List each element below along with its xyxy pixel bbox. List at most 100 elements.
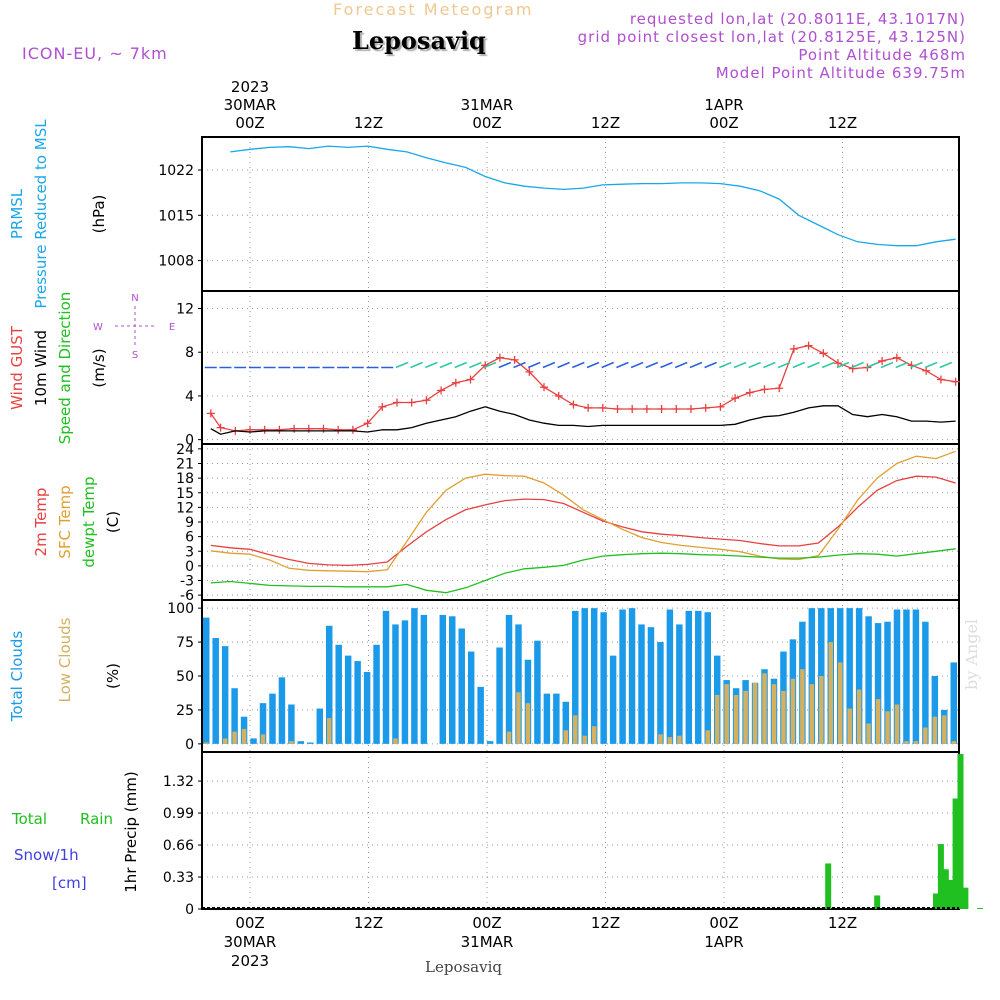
pressure-line xyxy=(230,145,956,247)
pressure-unit: (hPa) xyxy=(90,195,108,234)
rain-bar-20 xyxy=(952,798,959,909)
gust-line-marker-47 xyxy=(892,353,901,362)
wind-arrow-139 xyxy=(924,361,938,369)
x-bottom-tick-4: 00Z xyxy=(709,914,738,932)
y-tick-label-2-1: -3 xyxy=(180,574,194,590)
total-cloud-bar-18 xyxy=(373,644,380,744)
x-bottom-tick-3: 12Z xyxy=(591,914,620,932)
t2m-line xyxy=(210,475,956,567)
low-cloud-bar-9 xyxy=(289,741,294,744)
total-cloud-bar-14 xyxy=(335,644,342,744)
rain-bar-0 xyxy=(825,863,832,909)
total-cloud-bar-33 xyxy=(515,624,522,744)
requested-coords: requested lon,lat (20.8011E, 43.1017N) xyxy=(629,10,966,28)
low-cloud-bar-77 xyxy=(932,716,938,744)
total-cloud-bar-74 xyxy=(903,609,910,744)
pressure-label-2: Pressure Reduced to MSL xyxy=(32,119,50,309)
x-top-tick-3: 12Z xyxy=(591,114,620,132)
gust-line-marker-33 xyxy=(687,405,695,414)
wind-arrow-76 xyxy=(616,361,629,369)
low-cloud-bar-63 xyxy=(800,669,805,744)
y-tick-label-3-4: 100 xyxy=(167,601,194,617)
gust-line-marker-43 xyxy=(834,359,842,368)
compass-e: E xyxy=(169,322,175,333)
gust-line-marker-18 xyxy=(466,375,475,384)
total-cloud-bar-36 xyxy=(543,693,551,744)
total-cloud-bar-50 xyxy=(676,624,683,744)
gust-line-marker-11 xyxy=(363,419,372,428)
wind-line xyxy=(210,405,956,435)
gust-line-marker-28 xyxy=(613,405,622,414)
sfc-line xyxy=(210,450,956,573)
total-cloud-bar-45 xyxy=(628,608,636,744)
total-cloud-bar-31 xyxy=(496,647,503,744)
low-cloud-bar-66 xyxy=(828,642,833,744)
low-cloud-bar-64 xyxy=(809,684,815,744)
model-altitude: Model Point Altitude 639.75m xyxy=(715,64,966,82)
gust-line-marker-31 xyxy=(657,405,666,414)
wind-arrow-130 xyxy=(880,361,894,369)
rain-bar-22 xyxy=(962,887,969,909)
low-cloud-bar-34 xyxy=(525,703,531,744)
total-cloud-bar-72 xyxy=(884,621,891,744)
total-cloud-bar-41 xyxy=(590,608,598,744)
low-cloud-bar-60 xyxy=(771,684,777,744)
total-cloud-bar-11 xyxy=(307,742,314,744)
wind-arrow-79 xyxy=(630,361,644,369)
precip-label: 1hr Precip (mm) xyxy=(122,771,140,892)
wind-arrow-61 xyxy=(542,361,556,369)
total-cloud-bar-69 xyxy=(855,608,863,744)
total-rain-label-1: Total xyxy=(11,810,47,828)
low-cloud-bar-20 xyxy=(393,738,398,744)
gust-line-marker-50 xyxy=(936,375,945,384)
low-cloud-bar-75 xyxy=(913,741,919,744)
y-tick-label-2-7: 15 xyxy=(176,486,194,502)
gust-line-marker-24 xyxy=(554,391,563,400)
total-cloud-bar-1 xyxy=(212,638,219,744)
total-cloud-bar-3 xyxy=(231,688,238,744)
wind-arrow-115 xyxy=(807,361,820,369)
wind-arrow-40 xyxy=(439,361,453,369)
x-bottom-year-0: 2023 xyxy=(231,952,269,970)
wind-arrow-112 xyxy=(792,361,806,369)
low-cloud-bar-41 xyxy=(591,726,597,744)
temp-unit: (C) xyxy=(104,511,122,533)
total-cloud-bar-15 xyxy=(344,655,352,744)
gust-line-marker-29 xyxy=(628,405,637,414)
total-cloud-bar-21 xyxy=(401,620,409,744)
wind-arrow-127 xyxy=(866,361,879,369)
gust-line-marker-4 xyxy=(260,425,269,434)
rain-bar-21 xyxy=(957,753,964,909)
gust-line-marker-26 xyxy=(584,403,593,412)
gust-line-marker-17 xyxy=(451,378,460,387)
total-cloud-bar-42 xyxy=(600,612,607,744)
total-cloud-bar-27 xyxy=(458,628,465,744)
gust-line-marker-14 xyxy=(407,398,416,407)
low-cloud-bar-55 xyxy=(724,684,729,744)
total-cloud-bar-16 xyxy=(354,661,361,744)
y-tick-label-3-1: 25 xyxy=(176,703,194,719)
gust-line-marker-27 xyxy=(598,403,607,412)
y-tick-label-2-9: 21 xyxy=(176,457,194,473)
gust-line-marker-34 xyxy=(701,403,710,412)
dew-line xyxy=(210,548,956,594)
y-tick-label-4-3: 0.99 xyxy=(163,806,194,822)
gust-line-marker-37 xyxy=(745,388,754,397)
low-cloud-bar-6 xyxy=(260,734,266,744)
y-tick-label-1-0: 0 xyxy=(185,433,194,449)
total-cloud-bar-26 xyxy=(449,616,456,744)
low-cloud-bar-71 xyxy=(875,699,881,744)
total-cloud-bar-43 xyxy=(609,655,617,744)
station-name: Leposaviq xyxy=(352,26,486,55)
x-bottom-date-1: 31MAR xyxy=(461,933,514,951)
low-cloud-bar-59 xyxy=(762,673,767,744)
total-cloud-bar-40 xyxy=(581,608,588,744)
total-cloud-bar-79 xyxy=(950,662,957,744)
x-top-tick-0: 00Z xyxy=(235,114,264,132)
total-cloud-bar-20 xyxy=(392,624,399,744)
gust-line-marker-51 xyxy=(951,377,960,386)
total-cloud-bar-8 xyxy=(278,677,286,744)
gust-line-marker-20 xyxy=(495,353,504,362)
compass-cross xyxy=(115,306,155,346)
